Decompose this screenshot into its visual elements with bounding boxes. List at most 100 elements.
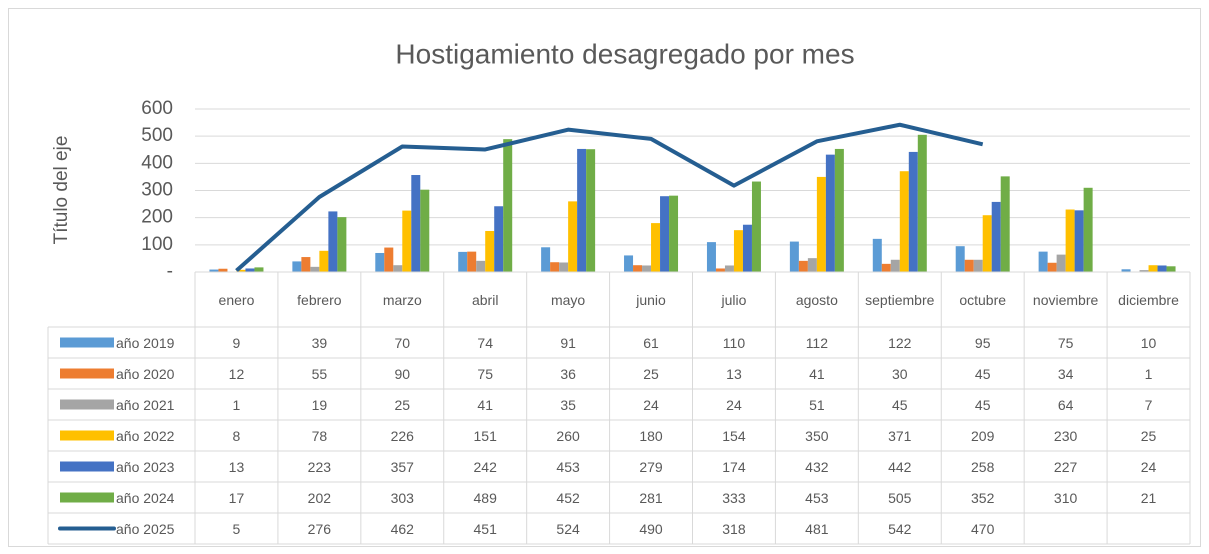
bar bbox=[485, 230, 495, 272]
x-tick-label: diciembre bbox=[1118, 291, 1179, 308]
table-value: 180 bbox=[639, 427, 663, 444]
table-value: 7 bbox=[1144, 396, 1153, 413]
table-value: 452 bbox=[556, 489, 580, 506]
legend-label: año 2020 bbox=[116, 365, 175, 382]
table-value: 25 bbox=[643, 365, 659, 382]
table-value: 226 bbox=[390, 427, 414, 444]
table-value: 91 bbox=[560, 334, 576, 351]
y-tick-label: 500 bbox=[141, 125, 173, 146]
table-value: 45 bbox=[891, 396, 908, 413]
table-value: 45 bbox=[974, 396, 991, 413]
bar bbox=[1083, 187, 1093, 272]
table-value: 350 bbox=[805, 427, 829, 444]
x-tick-label: julio bbox=[721, 291, 747, 308]
bar bbox=[651, 223, 661, 272]
bar bbox=[568, 201, 578, 272]
bar bbox=[633, 265, 643, 272]
table-value: 276 bbox=[307, 520, 332, 537]
table-value: 78 bbox=[311, 427, 328, 444]
legend-label: año 2021 bbox=[116, 396, 175, 413]
table-value: 24 bbox=[726, 396, 742, 413]
bar bbox=[789, 241, 799, 272]
table-value: 505 bbox=[888, 489, 912, 506]
bar bbox=[577, 148, 587, 272]
bar bbox=[586, 149, 596, 272]
bar bbox=[742, 224, 752, 272]
bar bbox=[310, 266, 320, 272]
bar bbox=[899, 171, 909, 272]
bar bbox=[964, 259, 974, 272]
table-value: 61 bbox=[643, 334, 659, 351]
table-value: 39 bbox=[311, 334, 328, 351]
table-value: 432 bbox=[805, 458, 829, 475]
table-value: 12 bbox=[228, 365, 245, 382]
table-value: 112 bbox=[805, 334, 829, 351]
bar bbox=[476, 260, 486, 272]
bar bbox=[328, 211, 338, 272]
x-tick-label: febrero bbox=[297, 291, 342, 308]
legend-key bbox=[60, 399, 114, 410]
table-value: 209 bbox=[971, 427, 995, 444]
table-value: 281 bbox=[639, 489, 663, 506]
bar bbox=[458, 251, 468, 272]
bar bbox=[411, 175, 421, 272]
table-value: 34 bbox=[1057, 365, 1074, 382]
legend-key bbox=[60, 368, 114, 379]
y-axis-title: Título del eje bbox=[51, 136, 72, 245]
table-value: 5 bbox=[232, 520, 241, 537]
bar bbox=[724, 265, 734, 272]
bar bbox=[245, 268, 255, 272]
legend-label: año 2022 bbox=[116, 427, 175, 444]
bar bbox=[1000, 176, 1010, 272]
bar bbox=[733, 230, 743, 272]
bar bbox=[1065, 209, 1075, 272]
table-value: 21 bbox=[1140, 489, 1157, 506]
table-value: 13 bbox=[228, 458, 245, 475]
bar bbox=[807, 258, 817, 272]
bar bbox=[1038, 251, 1048, 272]
bar bbox=[872, 238, 882, 272]
table-value: 154 bbox=[722, 427, 746, 444]
line bbox=[235, 122, 984, 273]
table-value: 36 bbox=[560, 365, 576, 382]
bar bbox=[991, 201, 1001, 272]
table-value: 35 bbox=[560, 396, 576, 413]
legend-label: año 2024 bbox=[116, 489, 175, 506]
y-tick-label: 400 bbox=[141, 152, 173, 173]
table-value: 41 bbox=[809, 365, 825, 382]
bar bbox=[393, 265, 403, 272]
bar bbox=[209, 269, 219, 272]
table-value: 481 bbox=[805, 520, 829, 537]
table-value: 24 bbox=[1140, 458, 1157, 475]
table-value: 122 bbox=[888, 334, 912, 351]
table-value: 45 bbox=[974, 365, 991, 382]
bar bbox=[467, 251, 477, 272]
x-tick-label: marzo bbox=[382, 291, 422, 308]
bar bbox=[715, 268, 725, 272]
x-tick-label: septiembre bbox=[865, 291, 935, 308]
y-tick-label: 300 bbox=[141, 180, 173, 201]
table-value: 17 bbox=[228, 489, 245, 506]
table-value: 75 bbox=[1057, 334, 1074, 351]
bar bbox=[1047, 262, 1057, 272]
table-value: 453 bbox=[556, 458, 580, 475]
bar bbox=[503, 139, 513, 272]
bar bbox=[384, 247, 394, 272]
bar bbox=[337, 217, 347, 272]
table-value: 318 bbox=[722, 520, 746, 537]
bar bbox=[982, 215, 992, 272]
table-value: 1 bbox=[1144, 365, 1153, 382]
legend-key bbox=[60, 337, 114, 348]
bar bbox=[494, 206, 504, 272]
bar bbox=[624, 255, 634, 272]
table-value: 64 bbox=[1057, 396, 1074, 413]
bar bbox=[292, 261, 302, 272]
bar bbox=[236, 269, 246, 272]
bar bbox=[798, 260, 808, 272]
table-value: 55 bbox=[311, 365, 328, 382]
table-value: 110 bbox=[722, 334, 746, 351]
table-value: 442 bbox=[888, 458, 912, 475]
bar bbox=[973, 259, 983, 272]
